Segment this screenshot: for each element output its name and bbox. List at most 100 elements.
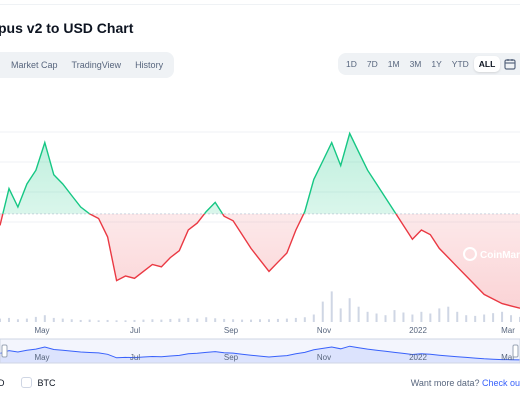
- more-data-link[interactable]: Check ou: [481, 378, 520, 388]
- volume-bar: [267, 319, 270, 322]
- volume-bar: [276, 318, 279, 322]
- volume-bar: [88, 319, 91, 322]
- volume-bar: [465, 315, 468, 322]
- navigator-frame: [0, 338, 520, 364]
- more-data-text: Want more data?: [410, 378, 480, 388]
- volume-bar: [501, 311, 504, 322]
- volume-bar: [384, 315, 387, 322]
- x-tick-label: Jul: [130, 326, 140, 335]
- volume-bar: [97, 320, 100, 322]
- volume-bar: [16, 319, 19, 322]
- navigator-tick-label: Nov: [317, 353, 331, 362]
- volume-bar: [223, 318, 226, 322]
- volume-bar: [196, 318, 199, 322]
- price-line-down: [0, 213, 520, 309]
- range-navigator[interactable]: May Jul Sep Nov 2022 Mar: [0, 338, 520, 364]
- volume-bar: [510, 315, 513, 322]
- range-ytd[interactable]: YTD: [451, 59, 469, 69]
- volume-bar: [169, 318, 172, 322]
- volume-bar: [133, 319, 136, 322]
- volume-bar: [106, 319, 109, 322]
- volume-bar: [142, 319, 145, 322]
- volume-bar: [178, 318, 181, 322]
- volume-bar: [250, 319, 253, 322]
- x-tick-label: Mar: [501, 326, 515, 335]
- navigator-handle-left[interactable]: [1, 344, 8, 358]
- volume-bar: [483, 314, 486, 322]
- volume-bar: [25, 318, 28, 322]
- volume-bar: [348, 298, 351, 322]
- volume-bar: [0, 318, 1, 322]
- price-chart[interactable]: CoinMar May Jul Sep Nov 2022 Mar May Jul Sep Nov…: [0, 82, 520, 374]
- volume-bar: [232, 319, 235, 322]
- currency-usd-label[interactable]: D: [0, 377, 5, 388]
- range-1y[interactable]: 1Y: [431, 59, 442, 69]
- volume-bar: [241, 319, 244, 322]
- volume-bar: [420, 311, 423, 322]
- volume-bar: [52, 317, 55, 322]
- navigator-background: [0, 339, 520, 363]
- volume-bar: [151, 319, 154, 322]
- x-tick-label: Nov: [317, 326, 331, 335]
- volume-bars: [0, 291, 520, 322]
- volume-bar: [474, 315, 477, 322]
- top-divider: [0, 0, 520, 5]
- tab-tradingview[interactable]: TradingView: [71, 60, 122, 70]
- volume-bar: [43, 315, 46, 322]
- volume-bar: [321, 301, 324, 322]
- volume-bar: [79, 319, 82, 322]
- navigator-tick-label: Jul: [130, 353, 140, 362]
- calendar-icon[interactable]: [504, 58, 516, 70]
- volume-bar: [115, 320, 118, 322]
- coinmarketcap-logo-icon: [463, 247, 477, 261]
- volume-bar: [357, 306, 360, 322]
- navigator-line: [0, 345, 520, 361]
- range-7d[interactable]: 7D: [366, 59, 378, 69]
- range-1d[interactable]: 1D: [346, 59, 357, 69]
- price-line: [0, 131, 520, 309]
- range-selector: 1D 7D 1M 3M 1Y YTD ALL: [338, 53, 520, 75]
- volume-bar: [205, 317, 208, 322]
- chart-tabs: Market Cap TradingView History: [0, 52, 175, 78]
- range-3m[interactable]: 3M: [409, 59, 422, 69]
- currency-btc-label[interactable]: BTC: [37, 377, 56, 388]
- btc-checkbox[interactable]: [20, 377, 32, 388]
- volume-bar: [456, 311, 459, 322]
- volume-bar: [393, 310, 396, 322]
- x-tick-label: May: [34, 326, 49, 335]
- navigator-handle-right[interactable]: [512, 344, 519, 358]
- price-area-down: [0, 213, 520, 309]
- watermark: CoinMar: [463, 247, 520, 261]
- watermark-text: CoinMar: [480, 250, 520, 261]
- navigator-tick-label: May: [34, 353, 49, 362]
- volume-bar: [187, 317, 190, 322]
- navigator-tick-label: 2022: [409, 353, 427, 362]
- volume-bar: [7, 317, 10, 322]
- x-axis-ticks: May Jul Sep Nov 2022 Mar: [34, 326, 515, 335]
- volume-bar: [70, 319, 73, 322]
- navigator-tick-label: Sep: [224, 353, 239, 362]
- range-1m[interactable]: 1M: [387, 59, 400, 69]
- volume-bar: [285, 318, 288, 322]
- tab-history[interactable]: History: [135, 60, 164, 70]
- x-tick-label: 2022: [409, 326, 427, 335]
- volume-bar: [61, 318, 64, 322]
- volume-bar: [312, 314, 315, 322]
- tab-market-cap[interactable]: Market Cap: [11, 60, 58, 70]
- volume-bar: [34, 316, 37, 322]
- volume-bar: [411, 314, 414, 322]
- navigator-area: [0, 346, 520, 363]
- volume-bar: [339, 308, 342, 322]
- volume-bar: [294, 317, 297, 322]
- range-all[interactable]: ALL: [473, 56, 501, 72]
- volume-bar: [160, 319, 163, 322]
- page-title: pus v2 to USD Chart: [0, 20, 134, 36]
- volume-bar: [438, 308, 441, 322]
- volume-bar: [366, 311, 369, 322]
- volume-bar: [429, 313, 432, 322]
- price-area: [0, 133, 520, 309]
- navigator-tick-label: Mar: [501, 353, 515, 362]
- volume-bar: [330, 291, 333, 322]
- x-tick-label: Sep: [224, 326, 239, 335]
- volume-bar: [303, 317, 306, 322]
